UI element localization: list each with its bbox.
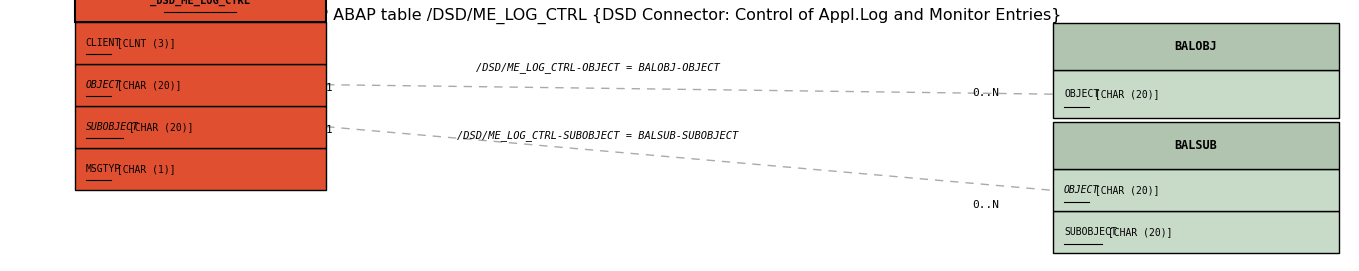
Bar [1053, 211, 1339, 253]
Text: _DSD_ME_LOG_CTRL: _DSD_ME_LOG_CTRL [151, 0, 250, 6]
Text: 0..N: 0..N [972, 89, 999, 98]
Text: /DSD/ME_LOG_CTRL-SUBOBJECT = BALSUB-SUBOBJECT: /DSD/ME_LOG_CTRL-SUBOBJECT = BALSUB-SUBO… [458, 130, 738, 141]
Bar [1053, 23, 1339, 70]
Text: CLIENT: CLIENT [86, 38, 121, 48]
Text: BALSUB: BALSUB [1174, 139, 1218, 152]
Text: [CHAR (20)]: [CHAR (20)] [1102, 227, 1173, 237]
Bar [75, 0, 326, 22]
Text: /DSD/ME_LOG_CTRL-OBJECT = BALOBJ-OBJECT: /DSD/ME_LOG_CTRL-OBJECT = BALOBJ-OBJECT [476, 62, 720, 73]
Text: [CHAR (20)]: [CHAR (20)] [124, 122, 194, 132]
Text: 1: 1 [326, 83, 333, 93]
Text: 0..N: 0..N [972, 200, 999, 209]
Bar [75, 148, 326, 190]
Text: MSGTYP: MSGTYP [86, 164, 121, 174]
Bar [1053, 70, 1339, 118]
Text: OBJECT: OBJECT [1064, 185, 1099, 195]
Text: 1: 1 [326, 125, 333, 135]
Bar [75, 64, 326, 106]
Text: [CHAR (20)]: [CHAR (20)] [111, 80, 181, 90]
Bar [75, 106, 326, 148]
Text: BALOBJ: BALOBJ [1174, 40, 1218, 53]
Text: SUBOBJECT: SUBOBJECT [1064, 227, 1117, 237]
Text: [CHAR (1)]: [CHAR (1)] [111, 164, 175, 174]
Text: SAP ABAP table /DSD/ME_LOG_CTRL {DSD Connector: Control of Appl.Log and Monitor : SAP ABAP table /DSD/ME_LOG_CTRL {DSD Con… [298, 8, 1061, 24]
Bar [1053, 122, 1339, 169]
Text: SUBOBJECT: SUBOBJECT [86, 122, 139, 132]
Text: [CHAR (20)]: [CHAR (20)] [1090, 89, 1159, 99]
Bar [1053, 169, 1339, 211]
Text: [CLNT (3)]: [CLNT (3)] [111, 38, 175, 48]
Bar [75, 22, 326, 64]
Text: OBJECT: OBJECT [86, 80, 121, 90]
Text: [CHAR (20)]: [CHAR (20)] [1090, 185, 1159, 195]
Text: OBJECT: OBJECT [1064, 89, 1099, 99]
